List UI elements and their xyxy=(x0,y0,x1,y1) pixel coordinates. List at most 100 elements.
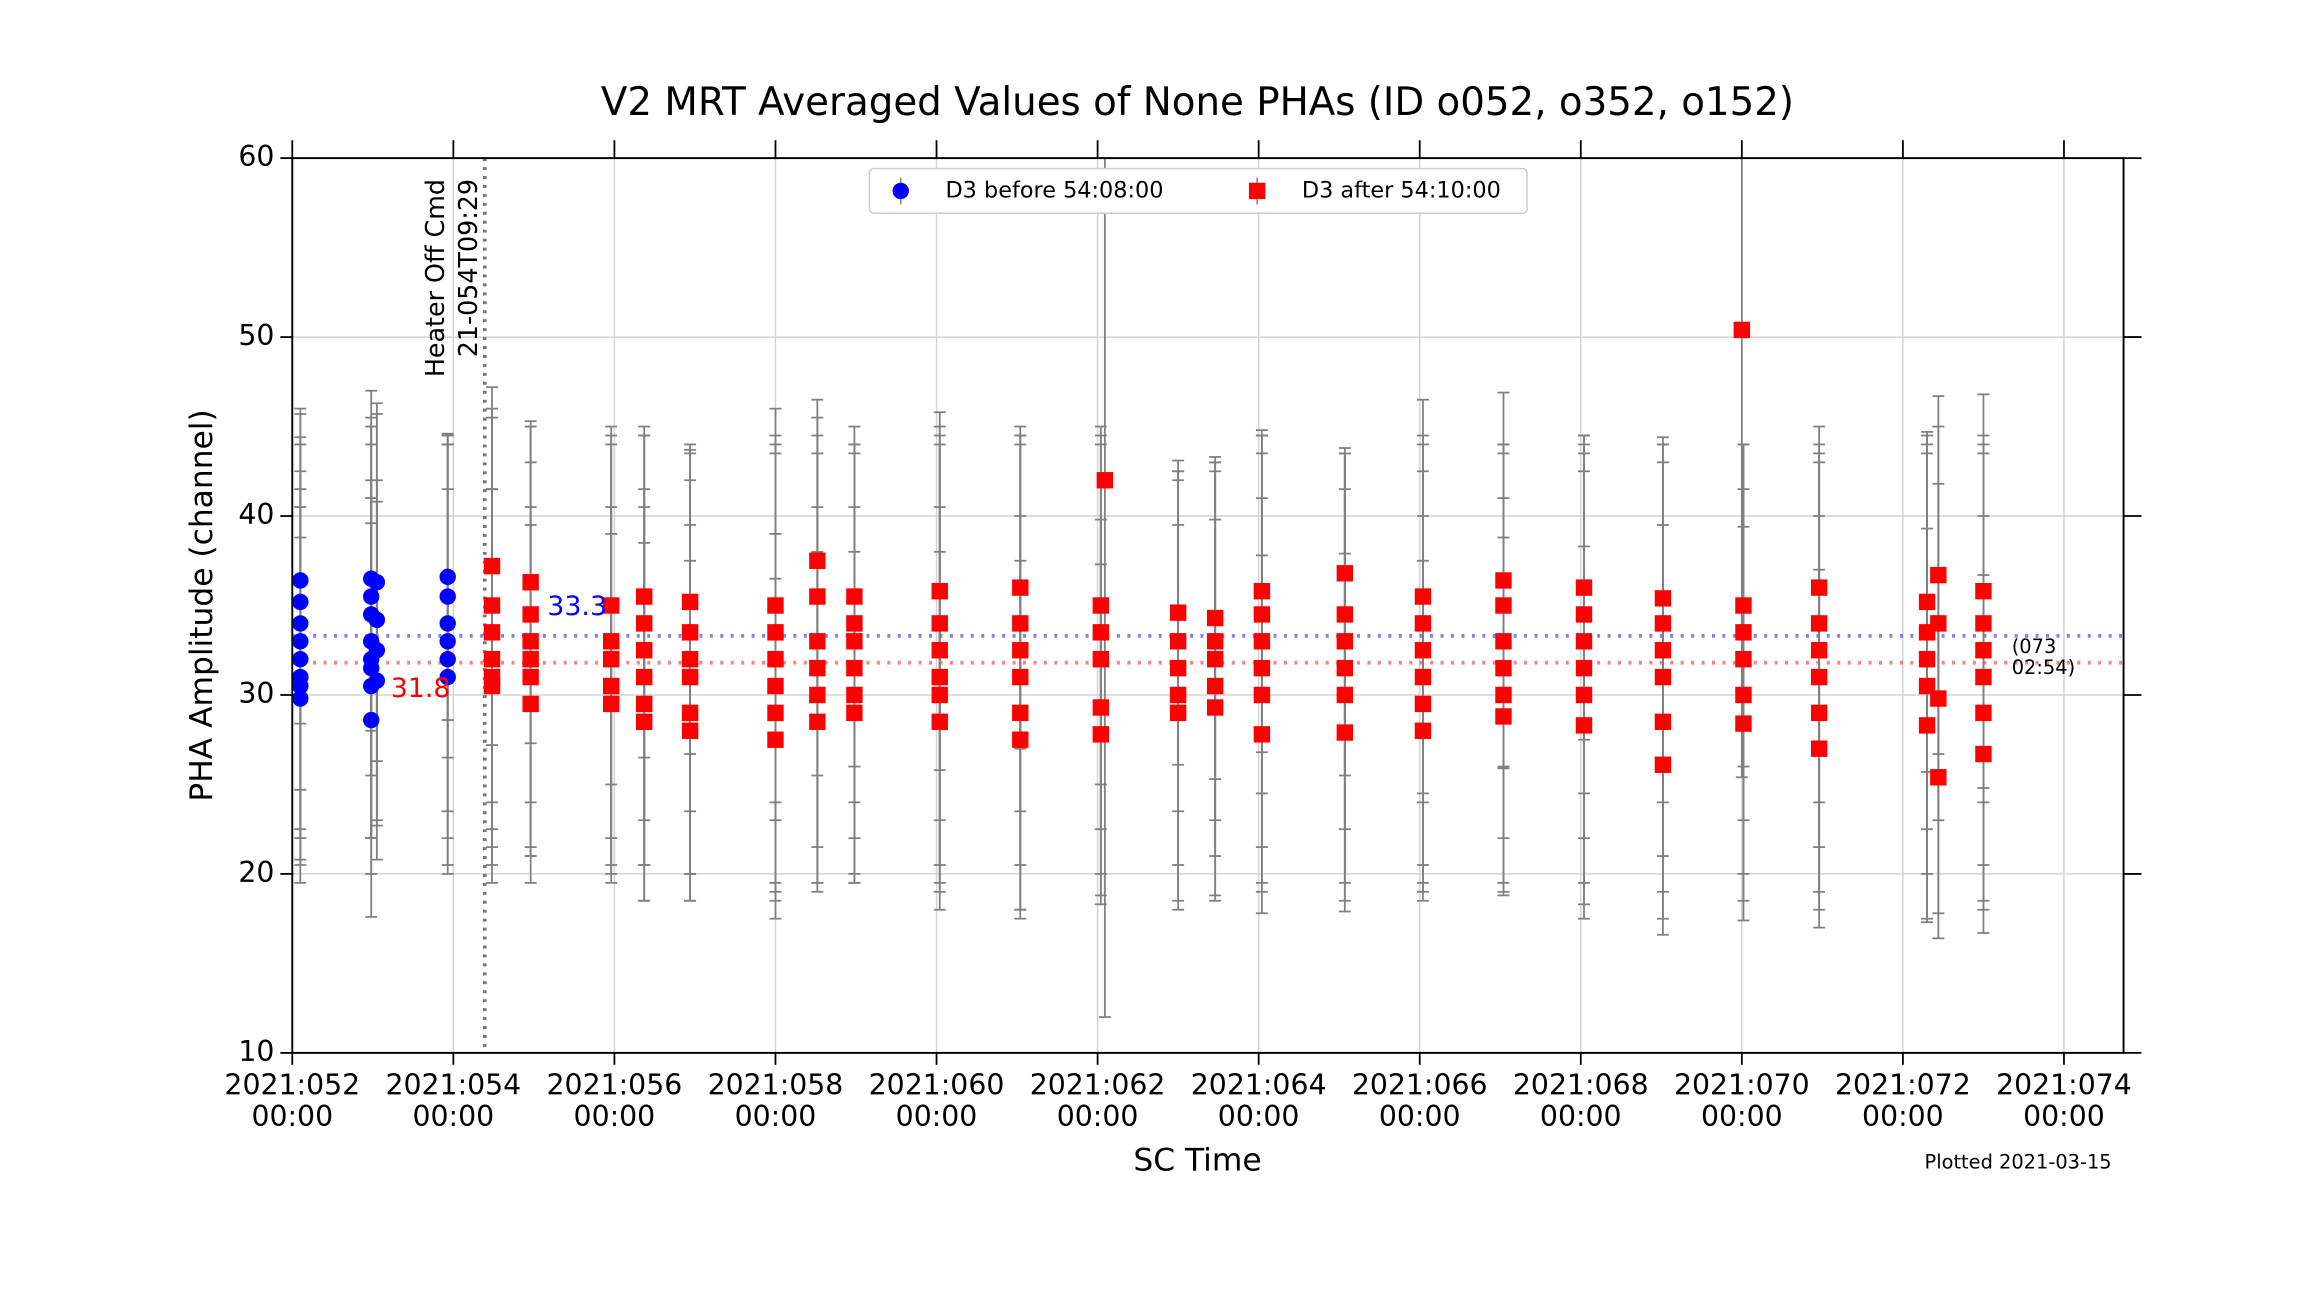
x-tick-label: 2021:064 00:00 xyxy=(1190,1070,1327,1134)
marker xyxy=(1206,609,1224,627)
legend-marker xyxy=(892,182,909,200)
marker xyxy=(1654,642,1672,659)
marker xyxy=(1495,686,1512,704)
y-tick-label: 50 xyxy=(238,319,274,352)
marker xyxy=(1414,588,1432,605)
marker xyxy=(1654,713,1672,731)
marker xyxy=(1918,593,1936,611)
marker xyxy=(368,672,386,689)
marker xyxy=(1169,633,1187,650)
marker xyxy=(1735,715,1752,732)
marker xyxy=(636,713,653,731)
marker xyxy=(809,552,826,569)
marker xyxy=(483,597,501,614)
marker xyxy=(1206,677,1224,695)
marker xyxy=(767,624,784,641)
marker xyxy=(931,615,948,632)
marker xyxy=(767,704,784,722)
x-tick-label-box: 2021:056 00:00 xyxy=(547,1071,683,1133)
marker xyxy=(522,574,539,591)
marker xyxy=(439,668,456,686)
y-tick-label: 60 xyxy=(238,140,274,173)
plot-frame xyxy=(291,157,2125,1054)
marker xyxy=(1810,615,1828,632)
marker xyxy=(602,597,620,614)
marker xyxy=(931,642,948,659)
marker xyxy=(1253,582,1271,600)
marker xyxy=(292,572,309,589)
marker xyxy=(809,588,826,605)
marker xyxy=(1733,321,1751,339)
marker xyxy=(1206,633,1224,650)
x-tick-label-box: 2021:052 00:00 xyxy=(224,1071,360,1133)
marker xyxy=(636,642,653,659)
x-tick-label: 2021:070 00:00 xyxy=(1673,1070,1810,1134)
marker xyxy=(363,659,380,677)
marker xyxy=(439,633,456,650)
marker xyxy=(931,668,948,686)
marker xyxy=(1012,668,1029,686)
x-tick-label: 2021:062 00:00 xyxy=(1029,1070,1166,1134)
marker xyxy=(1975,704,1992,722)
marker xyxy=(1735,597,1752,614)
marker xyxy=(1012,642,1029,659)
x-tick-label-box: 2021:062 00:00 xyxy=(1029,1070,1166,1134)
chart-title: V2 MRT Averaged Values of None PHAs (ID … xyxy=(601,80,1794,125)
marker xyxy=(522,695,539,713)
marker xyxy=(1975,745,1992,763)
marker xyxy=(1336,659,1354,677)
marker xyxy=(1975,582,1992,600)
marker xyxy=(1169,686,1187,704)
x-tick-label-box: 2021:070 00:00 xyxy=(1673,1070,1810,1134)
marker xyxy=(602,695,620,713)
marker xyxy=(602,633,620,650)
marker xyxy=(1810,704,1828,722)
marker xyxy=(1575,606,1593,623)
marker xyxy=(1253,659,1271,677)
x-tick-label: 2021:054 00:00 xyxy=(385,1070,522,1134)
marker xyxy=(1918,717,1936,734)
marker xyxy=(1414,722,1432,739)
marker xyxy=(1575,686,1593,704)
x-tick-label: 2021:072 00:00 xyxy=(1835,1070,1971,1134)
annotation-text: Heater Off Cmd xyxy=(420,179,450,377)
marker xyxy=(681,650,699,668)
marker xyxy=(1414,668,1432,686)
marker xyxy=(1336,633,1354,650)
marker xyxy=(1495,633,1512,650)
marker xyxy=(1336,606,1354,623)
x-tick-label-box: 2021:060 00:00 xyxy=(869,1071,1005,1133)
marker xyxy=(1495,597,1512,614)
marker xyxy=(368,642,386,659)
y-axis-label: PHA Amplitude (channel) xyxy=(184,409,220,801)
marker xyxy=(1092,726,1110,743)
marker xyxy=(1735,686,1752,704)
marker xyxy=(1654,615,1672,632)
marker xyxy=(1575,717,1593,734)
marker xyxy=(846,704,863,722)
marker xyxy=(809,659,826,677)
marker xyxy=(1012,704,1029,722)
x-tick-label-box: 2021:064 00:00 xyxy=(1190,1070,1327,1134)
marker xyxy=(681,593,699,611)
marker xyxy=(1169,704,1187,722)
marker xyxy=(1930,690,1947,707)
marker xyxy=(1918,650,1936,668)
marker xyxy=(292,593,309,611)
marker xyxy=(767,597,784,614)
marker xyxy=(767,677,784,695)
marker xyxy=(363,711,380,729)
legend: D3 before 54:08:00 D3 after 54:10:00 xyxy=(868,167,1528,215)
x-tick-label-box: 2021:072 00:00 xyxy=(1835,1070,1971,1134)
marker xyxy=(809,686,826,704)
marker xyxy=(636,615,653,632)
marker xyxy=(1253,633,1271,650)
x-axis-label: SC Time xyxy=(1133,1143,1261,1179)
marker xyxy=(368,611,386,629)
marker xyxy=(1336,686,1354,704)
marker xyxy=(1810,579,1828,596)
marker xyxy=(1012,615,1029,632)
marker xyxy=(681,624,699,641)
marker xyxy=(846,588,863,605)
marker xyxy=(1918,677,1936,695)
